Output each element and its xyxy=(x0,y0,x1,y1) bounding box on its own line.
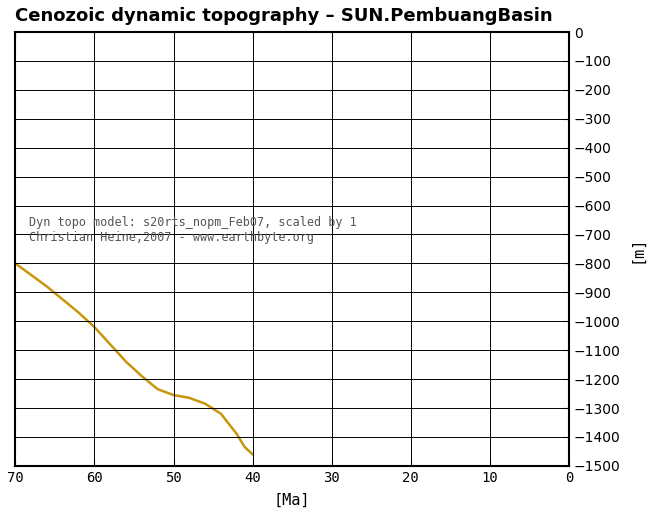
Text: Cenozoic dynamic topography – SUN.PembuangBasin: Cenozoic dynamic topography – SUN.Pembua… xyxy=(16,7,553,25)
X-axis label: [Ma]: [Ma] xyxy=(274,493,311,508)
Text: Dyn topo model: s20rts_nopm_Feb07, scaled by 1
Christian Heine,2007 - www.earthb: Dyn topo model: s20rts_nopm_Feb07, scale… xyxy=(29,216,357,245)
Y-axis label: [m]: [m] xyxy=(629,235,644,263)
